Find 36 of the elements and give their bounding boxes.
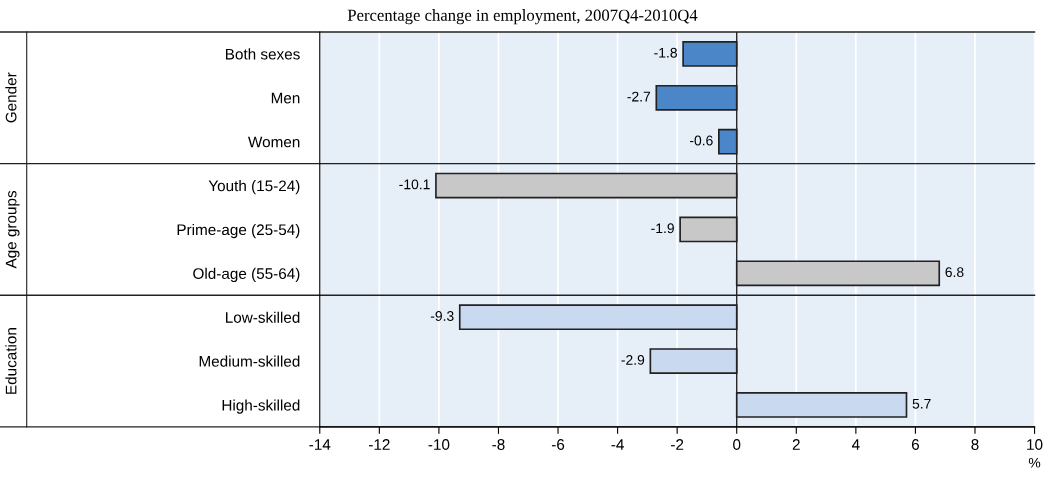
y-tick-label: Prime-age (25-54) [177,223,300,239]
y-tick-label: Youth (15-24) [208,180,300,195]
text: Gender [5,72,17,123]
data-label: -10.1 [399,179,430,190]
data-label: -1.8 [654,47,677,58]
x-tick-label: -8 [492,439,505,450]
data-label: -2.9 [621,354,645,365]
x-tick-label: -2 [671,439,684,450]
x-tick-label: 4 [851,439,860,450]
y-tick-label: Both sexes [226,48,300,60]
x-tick-label: -10 [428,439,450,450]
data-label: -1.9 [651,223,674,234]
chart-title: Percentage change in employment, 2007Q4-2010Q4 [347,9,698,25]
x-tick-label: 8 [971,439,979,450]
y-tick-label: Low-skilled [226,311,300,323]
x-tick-label: 2 [792,439,800,450]
x-tick-label: 6 [911,439,919,450]
data-label: 5.7 [912,399,931,409]
y-tick-label: Medium-skilled [199,355,300,367]
x-tick-label: 10 [1027,439,1043,450]
x-tick-label: 0 [733,439,741,450]
x-axis-title: % [1028,457,1041,468]
x-tick-label: -6 [551,439,565,450]
y-tick-label: Men [271,92,300,104]
y-tick-label: High-skilled [222,399,300,414]
x-tick-label: -14 [309,439,331,450]
data-label: -2.7 [627,91,651,102]
data-label: -9.3 [430,311,454,321]
text: Education [5,328,17,394]
y-tick-label: Women [248,136,300,148]
text: Age groups [5,190,20,269]
data-label: 6.8 [945,267,964,278]
y-tick-label: Old-age (55-64) [193,267,300,283]
x-tick-label: -4 [611,439,624,450]
x-tick-label: -12 [368,439,390,450]
data-label: -0.6 [689,135,713,146]
